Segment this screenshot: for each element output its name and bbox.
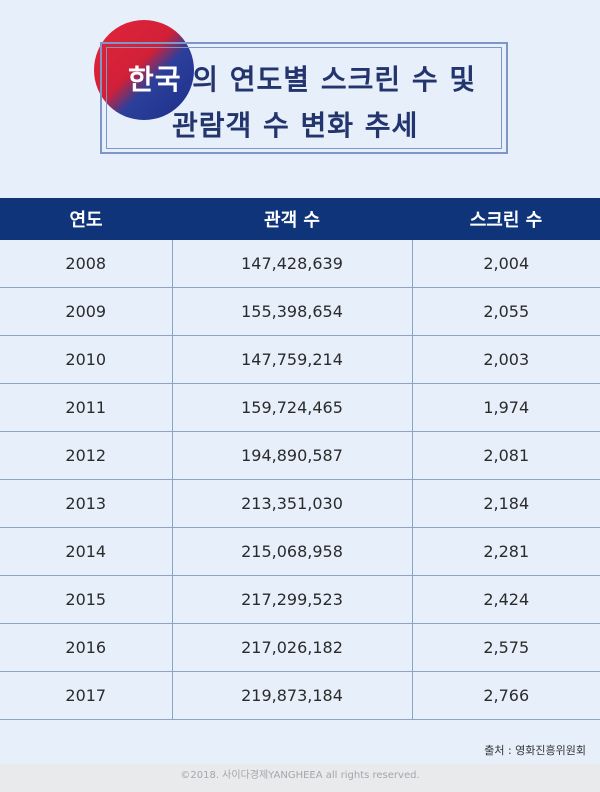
- title-area: 한국 의 연도별 스크린 수 및 관람객 수 변화 추세: [0, 0, 600, 200]
- cell-audience: 147,759,214: [171, 335, 412, 384]
- table-row: 2015 217,299,523 2,424: [0, 575, 600, 624]
- table-row: 2017 219,873,184 2,766: [0, 671, 600, 720]
- header-audience: 관객 수: [172, 198, 412, 240]
- cell-audience: 215,068,958: [171, 527, 412, 576]
- footer-bar: ©2018. 사이다경제YANGHEEA all rights reserved…: [0, 764, 600, 792]
- cell-year: 2016: [0, 623, 172, 672]
- cell-screens: 2,055: [411, 287, 600, 336]
- data-table: 연도 관객 수 스크린 수 2008 147,428,639 2,004 200…: [0, 198, 600, 720]
- cell-audience: 194,890,587: [171, 431, 412, 480]
- cell-year: 2012: [0, 431, 172, 480]
- cell-screens: 2,281: [411, 527, 600, 576]
- cell-screens: 2,766: [411, 671, 600, 720]
- cell-screens: 1,974: [411, 383, 600, 432]
- cell-screens: 2,184: [411, 479, 600, 528]
- cell-audience: 155,398,654: [171, 287, 412, 336]
- cell-year: 2009: [0, 287, 172, 336]
- table-row: 2016 217,026,182 2,575: [0, 623, 600, 672]
- cell-screens: 2,575: [411, 623, 600, 672]
- table-row: 2014 215,068,958 2,281: [0, 527, 600, 576]
- cell-audience: 213,351,030: [171, 479, 412, 528]
- source-note: 출처 : 영화진흥위원회: [484, 744, 586, 757]
- cell-year: 2013: [0, 479, 172, 528]
- title-line-2: 관람객 수 변화 추세: [172, 109, 419, 142]
- title-accent: 한국: [128, 63, 182, 96]
- table-header-row: 연도 관객 수 스크린 수: [0, 198, 600, 240]
- cell-audience: 147,428,639: [171, 240, 412, 288]
- cell-audience: 217,026,182: [171, 623, 412, 672]
- cell-audience: 217,299,523: [171, 575, 412, 624]
- cell-year: 2010: [0, 335, 172, 384]
- table-row: 2013 213,351,030 2,184: [0, 479, 600, 528]
- cell-screens: 2,003: [411, 335, 600, 384]
- cell-year: 2011: [0, 383, 172, 432]
- cell-screens: 2,081: [411, 431, 600, 480]
- header-screens: 스크린 수: [412, 198, 600, 240]
- title-line-1-rest: 의 연도별 스크린 수 및: [181, 63, 477, 96]
- cell-year: 2017: [0, 671, 172, 720]
- title-line-1: 한국 의 연도별 스크린 수 및: [128, 58, 476, 98]
- cell-screens: 2,424: [411, 575, 600, 624]
- table-row: 2008 147,428,639 2,004: [0, 240, 600, 288]
- cell-year: 2008: [0, 240, 172, 288]
- table-row: 2011 159,724,465 1,974: [0, 383, 600, 432]
- copyright-text: ©2018. 사이다경제YANGHEEA all rights reserved…: [180, 770, 420, 781]
- title-frame-outer: [100, 42, 508, 154]
- cell-screens: 2,004: [411, 240, 600, 288]
- table-row: 2012 194,890,587 2,081: [0, 431, 600, 480]
- table-row: 2010 147,759,214 2,003: [0, 335, 600, 384]
- header-year: 연도: [0, 198, 172, 240]
- title-frame-inner: [106, 47, 502, 149]
- table-row: 2009 155,398,654 2,055: [0, 287, 600, 336]
- cell-audience: 219,873,184: [171, 671, 412, 720]
- cell-audience: 159,724,465: [171, 383, 412, 432]
- taegeuk-circle-graphic: [94, 20, 194, 120]
- cell-year: 2015: [0, 575, 172, 624]
- cell-year: 2014: [0, 527, 172, 576]
